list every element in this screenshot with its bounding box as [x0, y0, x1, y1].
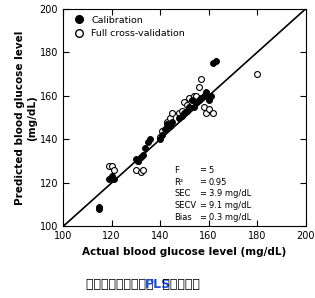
Point: [189, 98, 194, 103]
Text: 5: 5: [209, 166, 214, 175]
Point: [211, 111, 216, 116]
Point: [192, 105, 197, 109]
X-axis label: Actual blood glucose level (mg/dL): Actual blood glucose level (mg/dL): [82, 247, 286, 257]
Point: [169, 120, 175, 125]
Point: [160, 128, 165, 133]
Text: 図３　血糖値測定用: 図３ 血糖値測定用: [86, 278, 158, 291]
Point: [109, 163, 114, 168]
Point: [211, 61, 216, 66]
Text: =: =: [199, 201, 206, 210]
Point: [145, 139, 151, 144]
Point: [192, 94, 197, 98]
Point: [148, 137, 153, 142]
Text: F: F: [175, 166, 180, 175]
Point: [138, 154, 143, 159]
Point: [165, 120, 170, 125]
Point: [167, 124, 172, 129]
Point: [206, 98, 211, 103]
Point: [106, 176, 112, 181]
Point: [203, 111, 209, 116]
Point: [196, 85, 201, 90]
Point: [201, 94, 206, 98]
Text: 9.1 mg/dL: 9.1 mg/dL: [209, 201, 251, 210]
Text: =: =: [199, 178, 206, 187]
Point: [167, 115, 172, 120]
Text: 0.3 mg/dL: 0.3 mg/dL: [209, 213, 251, 222]
Text: 回帰モデル: 回帰モデル: [158, 278, 199, 291]
Point: [184, 102, 189, 107]
Point: [162, 126, 167, 131]
Text: PLS: PLS: [145, 278, 170, 291]
Point: [165, 122, 170, 127]
Text: =: =: [199, 166, 206, 175]
Point: [106, 163, 112, 168]
Point: [179, 113, 184, 118]
Point: [196, 98, 201, 103]
Point: [255, 72, 260, 77]
Text: 0.95: 0.95: [209, 178, 227, 187]
Point: [209, 94, 214, 98]
Point: [199, 76, 204, 81]
Point: [97, 207, 102, 212]
Point: [158, 135, 163, 140]
Point: [109, 174, 114, 179]
Point: [206, 107, 211, 111]
Point: [213, 59, 218, 63]
Point: [203, 89, 209, 94]
Point: [177, 115, 182, 120]
Point: [97, 204, 102, 209]
Text: 3.9 mg/dL: 3.9 mg/dL: [209, 190, 251, 198]
Point: [186, 96, 192, 100]
Point: [112, 176, 117, 181]
Point: [194, 94, 199, 98]
Point: [169, 111, 175, 116]
Point: [182, 100, 187, 105]
Point: [182, 111, 187, 116]
Text: =: =: [199, 190, 206, 198]
Point: [160, 133, 165, 137]
Point: [184, 109, 189, 114]
Text: Bias: Bias: [175, 213, 192, 222]
Text: R²: R²: [175, 178, 184, 187]
Point: [136, 159, 141, 164]
Point: [158, 137, 163, 142]
Point: [201, 105, 206, 109]
Point: [179, 109, 184, 114]
Text: SEC: SEC: [175, 190, 191, 198]
Text: =: =: [199, 213, 206, 222]
Point: [133, 157, 138, 162]
Y-axis label: Predicted blood glucose level
(mg/dL): Predicted blood glucose level (mg/dL): [15, 30, 37, 205]
Point: [194, 100, 199, 105]
Point: [140, 167, 146, 172]
Point: [143, 146, 148, 150]
Text: SECV: SECV: [175, 201, 197, 210]
Point: [138, 170, 143, 175]
Point: [177, 111, 182, 116]
Point: [140, 152, 146, 157]
Point: [133, 167, 138, 172]
Point: [186, 105, 192, 109]
Point: [112, 167, 117, 172]
Legend: Calibration, Full cross-validation: Calibration, Full cross-validation: [67, 13, 188, 41]
Point: [136, 159, 141, 164]
Point: [199, 96, 204, 100]
